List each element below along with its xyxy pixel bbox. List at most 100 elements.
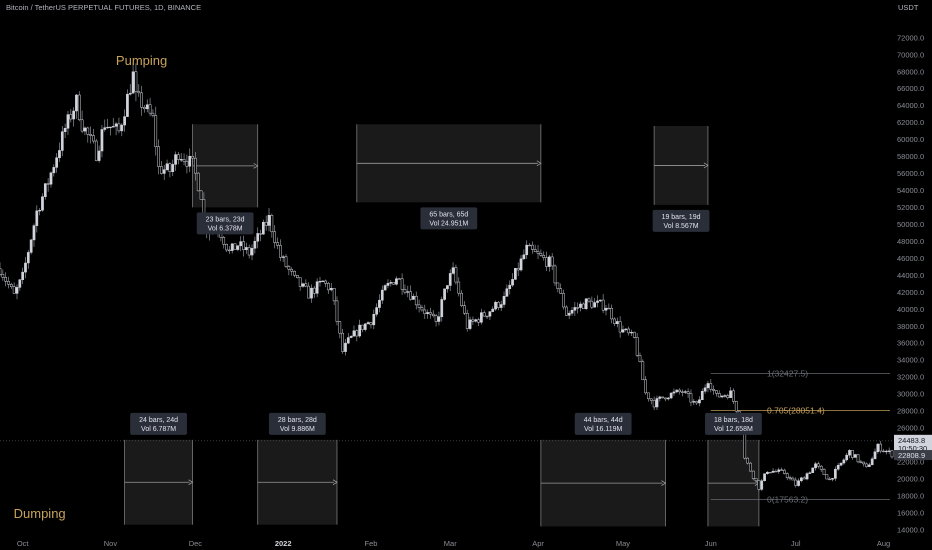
candle[interactable] (683, 391, 687, 393)
candle[interactable] (771, 470, 775, 473)
candle[interactable] (766, 471, 769, 474)
candle[interactable] (97, 150, 101, 161)
candle[interactable] (7, 281, 10, 285)
candle[interactable] (839, 462, 843, 466)
candle[interactable] (870, 458, 874, 466)
candle[interactable] (344, 342, 347, 352)
candle[interactable] (440, 299, 444, 317)
candle[interactable] (332, 288, 336, 302)
candle[interactable] (632, 331, 636, 338)
candle[interactable] (726, 395, 730, 398)
candle[interactable] (41, 196, 44, 211)
candle[interactable] (539, 253, 543, 256)
candle[interactable] (559, 288, 563, 294)
candle[interactable] (378, 299, 381, 308)
candle[interactable] (400, 278, 404, 290)
candle[interactable] (468, 319, 472, 329)
candle[interactable] (262, 221, 265, 235)
candle[interactable] (151, 112, 155, 116)
candle[interactable] (72, 110, 75, 120)
candle[interactable] (706, 383, 710, 389)
candle[interactable] (746, 457, 749, 464)
candle[interactable] (681, 391, 684, 393)
candle[interactable] (491, 308, 495, 312)
candle[interactable] (474, 319, 478, 322)
candle[interactable] (564, 306, 568, 316)
candle[interactable] (882, 450, 885, 453)
candle[interactable] (417, 304, 421, 308)
candle[interactable] (828, 478, 832, 481)
candle[interactable] (423, 309, 427, 314)
candle[interactable] (666, 397, 670, 400)
candle[interactable] (106, 126, 109, 129)
candle[interactable] (335, 300, 339, 322)
candle[interactable] (366, 322, 370, 325)
candle[interactable] (647, 392, 650, 400)
candle[interactable] (658, 396, 662, 399)
candle[interactable] (228, 249, 231, 252)
candle[interactable] (103, 127, 107, 130)
candle[interactable] (845, 454, 849, 461)
candle[interactable] (471, 319, 475, 322)
candle[interactable] (635, 337, 639, 356)
candle[interactable] (111, 126, 115, 128)
candle[interactable] (429, 312, 432, 315)
candle[interactable] (15, 287, 19, 294)
candle[interactable] (834, 468, 837, 479)
candle[interactable] (233, 243, 237, 250)
candle[interactable] (664, 397, 667, 400)
candle[interactable] (675, 389, 679, 393)
candle[interactable] (505, 288, 509, 297)
candle[interactable] (785, 473, 789, 479)
candle[interactable] (349, 335, 353, 338)
candle[interactable] (808, 472, 812, 474)
candle[interactable] (12, 286, 16, 294)
candle[interactable] (177, 154, 180, 160)
candle[interactable] (448, 273, 452, 286)
candle[interactable] (222, 237, 226, 245)
candle[interactable] (777, 469, 781, 472)
candle[interactable] (698, 399, 701, 404)
candle[interactable] (304, 283, 308, 287)
candle[interactable] (196, 172, 200, 192)
candle[interactable] (703, 387, 707, 392)
candle[interactable] (865, 463, 868, 467)
candle[interactable] (324, 280, 328, 284)
candle[interactable] (576, 307, 580, 309)
candle[interactable] (768, 471, 772, 474)
candle[interactable] (1, 274, 5, 278)
candle[interactable] (570, 310, 574, 314)
candle[interactable] (446, 285, 449, 290)
candle[interactable] (301, 283, 305, 287)
candle[interactable] (0, 268, 2, 275)
candle[interactable] (145, 104, 149, 110)
candle[interactable] (341, 332, 344, 352)
candle[interactable] (700, 390, 704, 401)
candle[interactable] (18, 279, 22, 288)
candle[interactable] (876, 443, 880, 453)
candle[interactable] (884, 450, 888, 453)
candle[interactable] (788, 477, 792, 479)
candle[interactable] (117, 123, 121, 132)
candle[interactable] (587, 298, 591, 302)
candle[interactable] (89, 134, 92, 136)
candle[interactable] (451, 267, 455, 274)
candle[interactable] (43, 183, 47, 197)
candle[interactable] (610, 307, 614, 320)
candle[interactable] (463, 305, 466, 314)
candle[interactable] (655, 398, 659, 408)
candle[interactable] (383, 285, 387, 291)
candle[interactable] (641, 361, 645, 381)
candle[interactable] (618, 321, 622, 333)
candle[interactable] (805, 473, 809, 480)
candle[interactable] (454, 267, 458, 283)
candle[interactable] (630, 331, 633, 334)
candle[interactable] (494, 301, 497, 310)
candle[interactable] (318, 281, 322, 283)
candle[interactable] (397, 278, 401, 280)
candle[interactable] (783, 469, 786, 474)
candle[interactable] (712, 388, 715, 391)
candle[interactable] (131, 71, 135, 94)
candle[interactable] (420, 307, 424, 311)
